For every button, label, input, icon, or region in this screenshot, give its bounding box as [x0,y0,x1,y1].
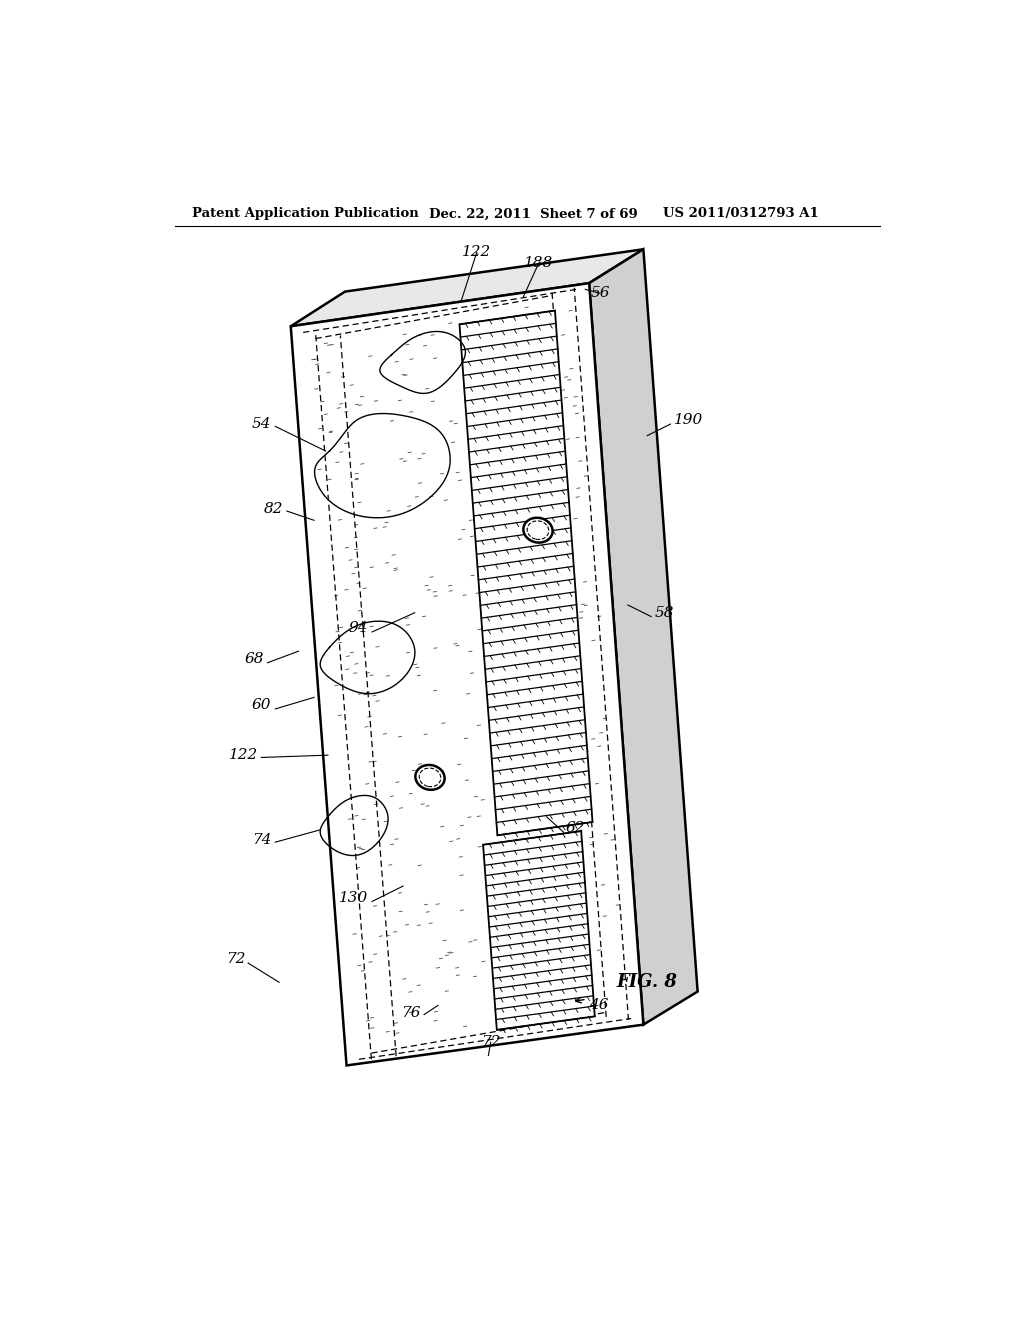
Polygon shape [291,284,643,1065]
Text: 190: 190 [675,413,703,428]
Polygon shape [589,249,697,1024]
Text: Dec. 22, 2011  Sheet 7 of 69: Dec. 22, 2011 Sheet 7 of 69 [429,207,638,220]
Text: 46: 46 [589,998,608,1012]
Text: US 2011/0312793 A1: US 2011/0312793 A1 [663,207,818,220]
Text: 94: 94 [349,622,369,635]
Text: 58: 58 [655,606,675,619]
Polygon shape [483,832,595,1030]
Text: 68: 68 [244,652,263,665]
Text: 82: 82 [263,502,283,516]
Text: 60: 60 [252,698,271,711]
Text: 122: 122 [229,748,258,762]
Text: 72: 72 [226,952,246,966]
Polygon shape [291,249,643,326]
Text: 72: 72 [481,1035,501,1049]
Text: FIG. 8: FIG. 8 [616,973,677,991]
Text: 122: 122 [462,246,492,259]
Ellipse shape [523,517,553,543]
Text: 74: 74 [252,833,271,847]
Text: Patent Application Publication: Patent Application Publication [191,207,418,220]
Ellipse shape [416,766,444,789]
Text: 54: 54 [252,417,271,432]
Polygon shape [460,310,593,836]
Text: 56: 56 [591,286,610,300]
Text: 188: 188 [524,256,553,271]
Text: 76: 76 [401,1006,421,1020]
Text: 62: 62 [566,821,586,836]
Text: 130: 130 [339,891,369,904]
